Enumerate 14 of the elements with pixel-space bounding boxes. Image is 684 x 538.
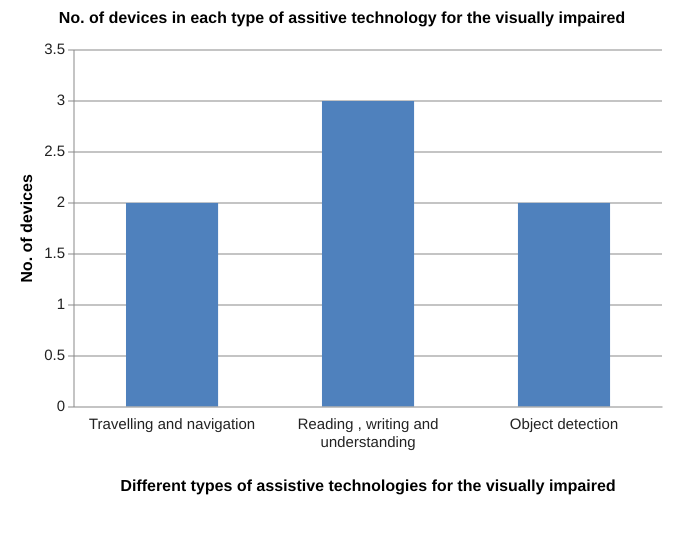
y-tick-label: 2 — [56, 194, 66, 212]
y-tick-label: 3.5 — [44, 41, 66, 58]
chart-title: No. of devices in each type of assitive technology for the visually impaired — [58, 9, 626, 29]
x-tick-label: Reading , writing and understanding — [298, 416, 438, 451]
x-axis-title: Different types of assistive technologies for the visually impaired — [120, 478, 616, 495]
y-tick-label: 0.5 — [44, 346, 66, 364]
x-tick-label: Object detection — [510, 416, 618, 433]
y-tick-label: 3 — [56, 92, 66, 110]
y-tick-label: 1.5 — [44, 245, 66, 262]
y-tick-label: 0 — [56, 398, 66, 415]
y-tick-label: 2.5 — [44, 143, 66, 160]
y-tick-label: 1 — [56, 296, 66, 313]
x-tick-label: Travelling and navigation — [88, 416, 256, 433]
y-axis-title: No. of devices — [19, 174, 36, 283]
